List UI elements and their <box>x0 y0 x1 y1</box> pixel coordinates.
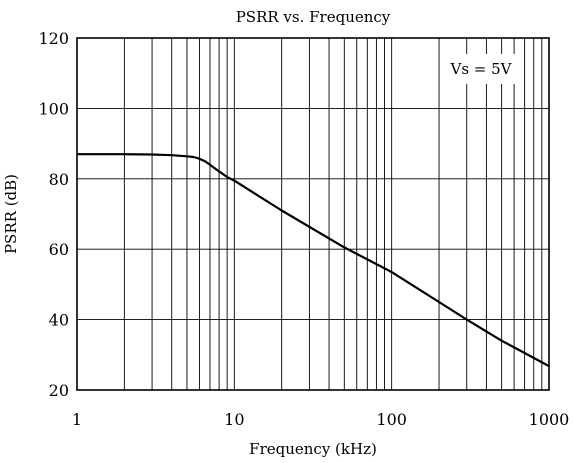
grid-lines <box>77 38 549 390</box>
x-tick-label: 1000 <box>529 410 570 429</box>
annotation-box <box>443 54 519 84</box>
chart-title: PSRR vs. Frequency <box>236 8 391 26</box>
x-tick-label: 1 <box>72 410 82 429</box>
y-axis-label: PSRR (dB) <box>2 174 20 254</box>
supply-voltage-annotation: Vs = 5V <box>449 60 512 78</box>
x-axis-label: Frequency (kHz) <box>249 440 377 458</box>
y-tick-label: 100 <box>38 99 69 118</box>
y-tick-label: 120 <box>38 29 69 48</box>
psrr-curve <box>77 153 550 368</box>
y-tick-label: 60 <box>49 240 69 259</box>
y-tick-label: 40 <box>49 311 69 330</box>
y-tick-label: 20 <box>49 381 69 400</box>
x-tick-label: 100 <box>376 410 407 429</box>
tick-labels: 1 10 100 1000 20 40 60 80 100 120 <box>38 29 569 429</box>
x-tick-label: 10 <box>224 410 244 429</box>
plot-frame <box>76 37 550 391</box>
y-tick-label: 80 <box>49 170 69 189</box>
